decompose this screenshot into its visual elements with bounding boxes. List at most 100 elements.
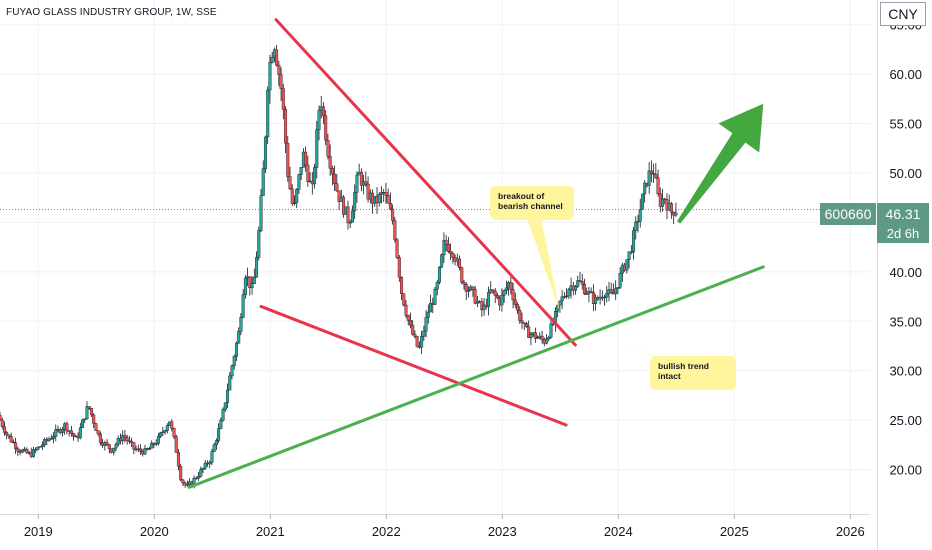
candle-up xyxy=(150,442,154,449)
candle-down xyxy=(520,320,524,323)
candle-down xyxy=(132,442,136,450)
y-tick-label: 60.00 xyxy=(889,67,922,82)
grid xyxy=(0,0,870,514)
bullish-trend-line[interactable] xyxy=(187,265,765,489)
candle-down xyxy=(404,304,408,316)
candle-up xyxy=(313,167,317,185)
candle-down xyxy=(346,206,350,224)
candle-up xyxy=(424,317,428,332)
candle-down xyxy=(94,423,98,431)
candle-up xyxy=(36,446,40,450)
candle-up xyxy=(661,198,665,207)
x-tick-label: 2020 xyxy=(140,524,169,539)
candle-down xyxy=(395,239,399,258)
bullish-arrow[interactable] xyxy=(677,103,764,224)
candle-up xyxy=(161,431,165,434)
candle-up xyxy=(185,484,189,486)
candle-up xyxy=(212,444,216,452)
annotation-breakout[interactable]: breakout of bearish channel xyxy=(490,186,574,220)
candle-down xyxy=(0,414,2,421)
candle-up xyxy=(567,289,571,297)
candle-down xyxy=(493,290,497,296)
candle-up xyxy=(199,469,203,477)
candle-down xyxy=(123,435,127,438)
candle-up xyxy=(420,336,424,348)
candle-down xyxy=(562,296,566,298)
candle-down xyxy=(397,257,401,278)
candle-down xyxy=(0,419,4,427)
candle-up xyxy=(241,294,245,318)
candle-up xyxy=(536,337,540,339)
candle-down xyxy=(663,198,667,200)
trendlines xyxy=(187,18,765,489)
candle-up xyxy=(638,209,642,222)
candle-up xyxy=(594,297,598,304)
candle-up xyxy=(504,287,508,291)
candle-down xyxy=(609,289,613,293)
candle-down xyxy=(495,295,499,299)
candle-up xyxy=(34,449,38,451)
bearish-channel-upper-line[interactable] xyxy=(274,18,577,347)
candle-down xyxy=(451,253,455,258)
candle-down xyxy=(304,151,308,166)
candle-down xyxy=(386,195,390,204)
candle-up xyxy=(627,251,631,260)
candle-down xyxy=(585,293,589,295)
candle-down xyxy=(580,281,584,285)
candle-up xyxy=(576,280,580,287)
candle-up xyxy=(156,435,160,444)
candle-up xyxy=(143,448,147,455)
candle-up xyxy=(317,110,321,130)
candle-up xyxy=(466,289,470,292)
candle-down xyxy=(277,64,281,75)
candle-up xyxy=(217,428,221,441)
candle-up xyxy=(442,240,446,255)
annotation-bullish-trend[interactable]: bullish trend intact xyxy=(650,356,736,390)
candle-up xyxy=(223,402,227,410)
candle-up xyxy=(632,230,636,253)
candle-down xyxy=(14,442,18,450)
candle-down xyxy=(446,244,450,252)
candle-down xyxy=(87,406,91,409)
candle-up xyxy=(350,210,354,223)
candle-down xyxy=(415,336,419,347)
candle-down xyxy=(511,289,515,301)
candle-down xyxy=(458,258,462,268)
y-tick-label: 40.00 xyxy=(889,265,922,280)
candle-down xyxy=(460,267,464,283)
y-tick-label: 50.00 xyxy=(889,166,922,181)
bar-countdown-label: 2d 6h xyxy=(877,224,929,243)
candle-up xyxy=(640,193,644,210)
candle-down xyxy=(181,479,185,484)
candle-up xyxy=(257,230,261,258)
candle-up xyxy=(31,449,35,457)
candle-down xyxy=(98,433,102,444)
candle-up xyxy=(429,303,433,313)
candle-down xyxy=(654,174,658,179)
candle-up xyxy=(263,136,267,169)
candle-down xyxy=(172,428,176,437)
candle-up xyxy=(502,290,506,296)
candle-down xyxy=(518,310,522,321)
candle-down xyxy=(582,284,586,295)
candle-down xyxy=(391,208,395,221)
candle-up xyxy=(159,432,163,437)
candle-up xyxy=(270,57,274,63)
candle-up xyxy=(78,427,82,439)
candle-up xyxy=(49,438,53,440)
bearish-channel-lower-line[interactable] xyxy=(259,304,568,427)
candle-down xyxy=(326,139,330,157)
candle-up xyxy=(634,221,638,231)
y-tick-label: 25.00 xyxy=(889,413,922,428)
candle-down xyxy=(288,176,292,189)
candle-up xyxy=(163,430,167,433)
candle-down xyxy=(406,315,410,321)
candle-up xyxy=(618,272,622,288)
candle-down xyxy=(105,442,109,445)
candle-up xyxy=(426,311,430,318)
candle-up xyxy=(121,435,125,442)
currency-button[interactable]: CNY xyxy=(880,2,926,26)
x-tick-label: 2024 xyxy=(604,524,633,539)
candle-down xyxy=(321,106,325,117)
